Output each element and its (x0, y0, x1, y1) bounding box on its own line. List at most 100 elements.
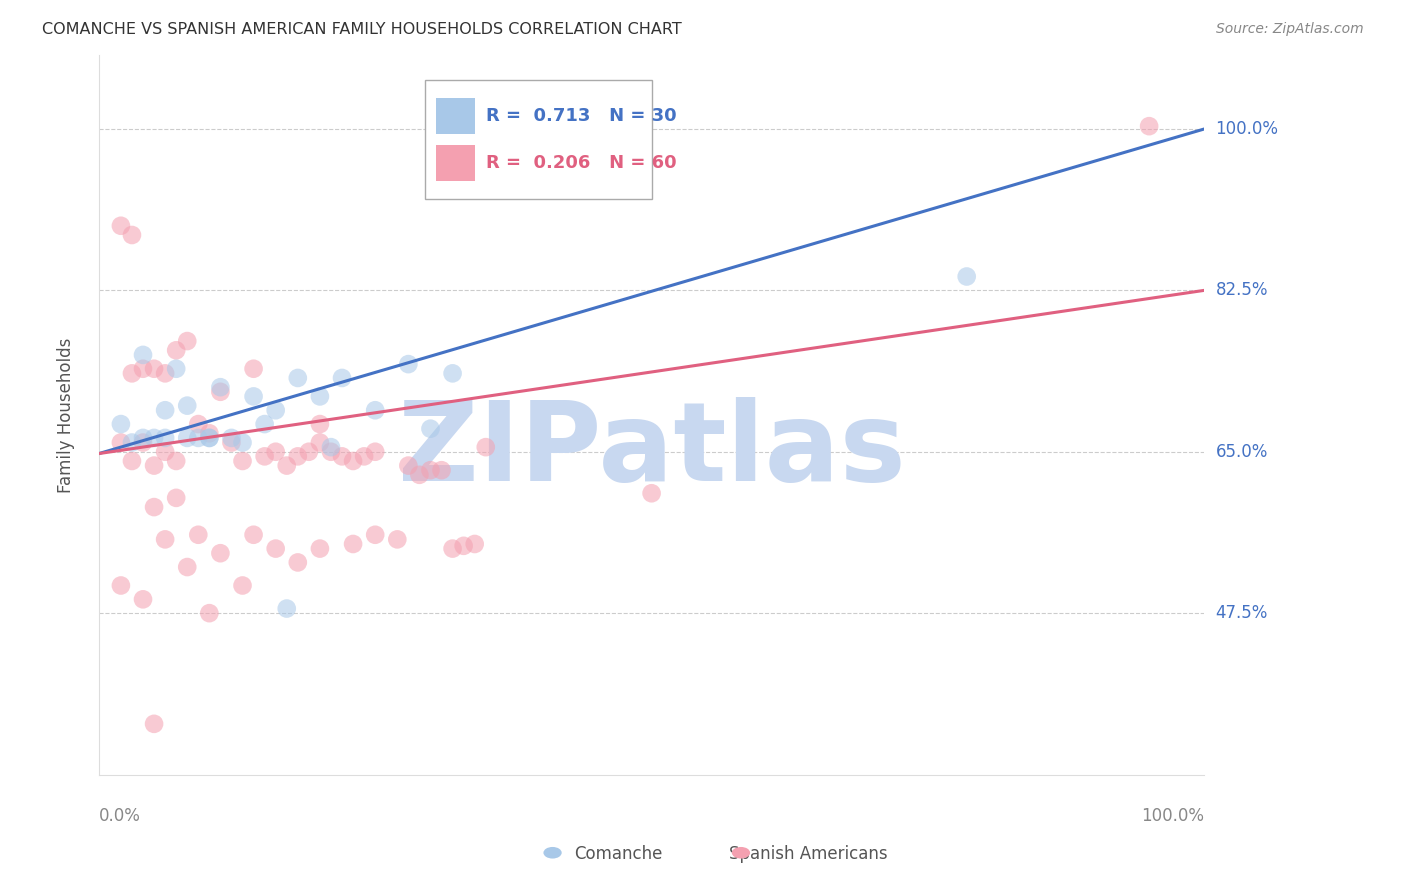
Point (396, 458, 419, 473)
Point (419, 463, 441, 477)
Point (1137, 119, 1160, 133)
Text: Comanche: Comanche (575, 846, 662, 863)
FancyBboxPatch shape (425, 80, 651, 199)
Point (430, 463, 453, 477)
Point (143, 458, 166, 473)
Point (132, 361, 155, 376)
Bar (436, 98, 475, 135)
Point (330, 371, 353, 385)
Text: ZIPatlas: ZIPatlas (398, 397, 905, 504)
Point (165, 361, 187, 376)
Point (143, 431, 166, 445)
Point (110, 219, 132, 233)
Point (287, 556, 309, 570)
Text: 47.5%: 47.5% (1216, 604, 1268, 622)
Point (319, 440, 342, 454)
Point (187, 431, 209, 445)
Point (121, 454, 143, 468)
Point (231, 578, 253, 592)
Text: R =  0.713   N = 30: R = 0.713 N = 30 (485, 107, 676, 125)
Point (474, 440, 496, 454)
Point (176, 399, 198, 413)
Point (110, 435, 132, 450)
Point (132, 592, 155, 607)
Point (231, 454, 253, 468)
Point (364, 403, 387, 417)
Bar (436, 145, 475, 181)
Point (221, 431, 243, 445)
Point (309, 435, 332, 450)
Point (956, 269, 979, 284)
Point (198, 426, 221, 441)
Point (110, 417, 132, 431)
Text: 100.0%: 100.0% (1216, 120, 1278, 138)
Point (198, 431, 221, 445)
Point (242, 528, 264, 542)
Point (496, 117, 519, 131)
Point (396, 357, 419, 371)
Point (153, 444, 176, 458)
Text: 100.0%: 100.0% (1142, 807, 1205, 825)
Text: 82.5%: 82.5% (1216, 281, 1268, 300)
Point (441, 541, 464, 556)
Point (121, 367, 143, 381)
Point (165, 343, 187, 358)
Text: R =  0.206   N = 60: R = 0.206 N = 60 (485, 154, 676, 172)
Point (319, 444, 342, 458)
Point (330, 450, 353, 464)
Point (187, 417, 209, 431)
Point (209, 546, 232, 560)
Point (242, 361, 264, 376)
Point (209, 380, 232, 394)
Text: Spanish Americans: Spanish Americans (730, 846, 887, 863)
Point (364, 528, 387, 542)
Point (309, 389, 332, 403)
Point (287, 450, 309, 464)
Point (640, 486, 662, 500)
Point (242, 389, 264, 403)
Point (132, 435, 155, 450)
Point (176, 334, 198, 348)
Point (309, 417, 332, 431)
Text: 0.0%: 0.0% (98, 807, 141, 825)
Point (132, 348, 155, 362)
Point (342, 537, 364, 551)
Point (353, 450, 375, 464)
Text: Source: ZipAtlas.com: Source: ZipAtlas.com (1216, 22, 1364, 37)
Text: COMANCHE VS SPANISH AMERICAN FAMILY HOUSEHOLDS CORRELATION CHART: COMANCHE VS SPANISH AMERICAN FAMILY HOUS… (42, 22, 682, 37)
Point (187, 528, 209, 542)
Point (176, 560, 198, 574)
Point (309, 541, 332, 556)
Point (143, 361, 166, 376)
Point (253, 417, 276, 431)
Point (264, 444, 287, 458)
Point (298, 444, 321, 458)
Point (153, 367, 176, 381)
Point (342, 454, 364, 468)
Point (287, 371, 309, 385)
Point (364, 444, 387, 458)
Point (121, 227, 143, 242)
Point (176, 431, 198, 445)
Point (198, 606, 221, 620)
Point (165, 454, 187, 468)
Point (221, 435, 243, 450)
Point (143, 716, 166, 731)
Point (153, 533, 176, 547)
Point (408, 467, 430, 482)
Point (209, 384, 232, 399)
Text: 65.0%: 65.0% (1216, 442, 1268, 461)
Point (198, 431, 221, 445)
Point (121, 435, 143, 450)
Point (453, 539, 475, 553)
Point (153, 403, 176, 417)
Point (110, 578, 132, 592)
Point (231, 435, 253, 450)
Point (276, 601, 298, 615)
Point (419, 422, 441, 436)
Point (132, 431, 155, 445)
Point (264, 541, 287, 556)
Point (276, 458, 298, 473)
Point (264, 403, 287, 417)
Point (153, 431, 176, 445)
